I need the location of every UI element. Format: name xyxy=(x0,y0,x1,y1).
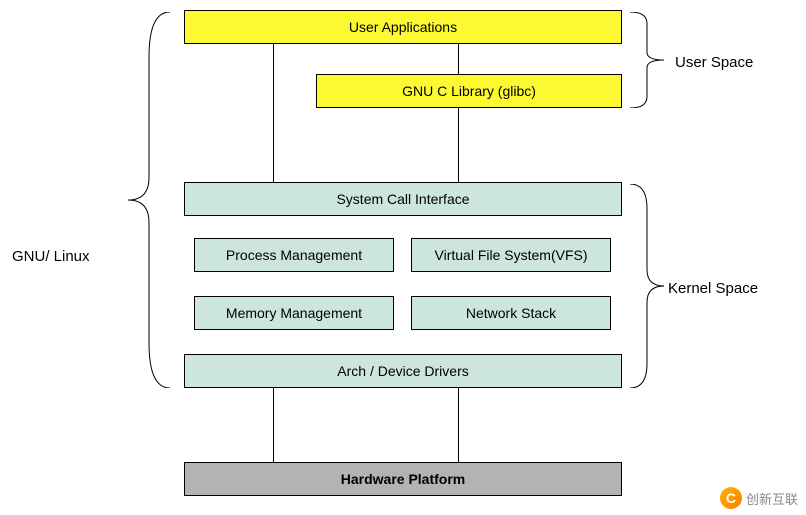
connector-line xyxy=(273,388,274,462)
diagram-box: Hardware Platform xyxy=(184,462,622,496)
brace xyxy=(128,12,170,388)
watermark: C创新互联 xyxy=(720,487,798,509)
connector-line xyxy=(458,108,459,182)
diagram-box: System Call Interface xyxy=(184,182,622,216)
connector-line xyxy=(458,44,459,74)
connector-line xyxy=(273,44,274,182)
diagram-box: Arch / Device Drivers xyxy=(184,354,622,388)
watermark-logo-icon: C xyxy=(720,487,742,509)
diagram-box: User Applications xyxy=(184,10,622,44)
brace xyxy=(630,184,664,388)
diagram-box: Memory Management xyxy=(194,296,394,330)
brace xyxy=(630,12,664,108)
connector-line xyxy=(458,388,459,462)
diagram-box: Process Management xyxy=(194,238,394,272)
diagram-box: Network Stack xyxy=(411,296,611,330)
diagram-box: Virtual File System(VFS) xyxy=(411,238,611,272)
diagram-label: GNU/ Linux xyxy=(12,248,90,265)
watermark-text: 创新互联 xyxy=(746,489,798,508)
diagram-box: GNU C Library (glibc) xyxy=(316,74,622,108)
diagram-label: Kernel Space xyxy=(668,280,758,297)
diagram-label: User Space xyxy=(675,54,753,71)
